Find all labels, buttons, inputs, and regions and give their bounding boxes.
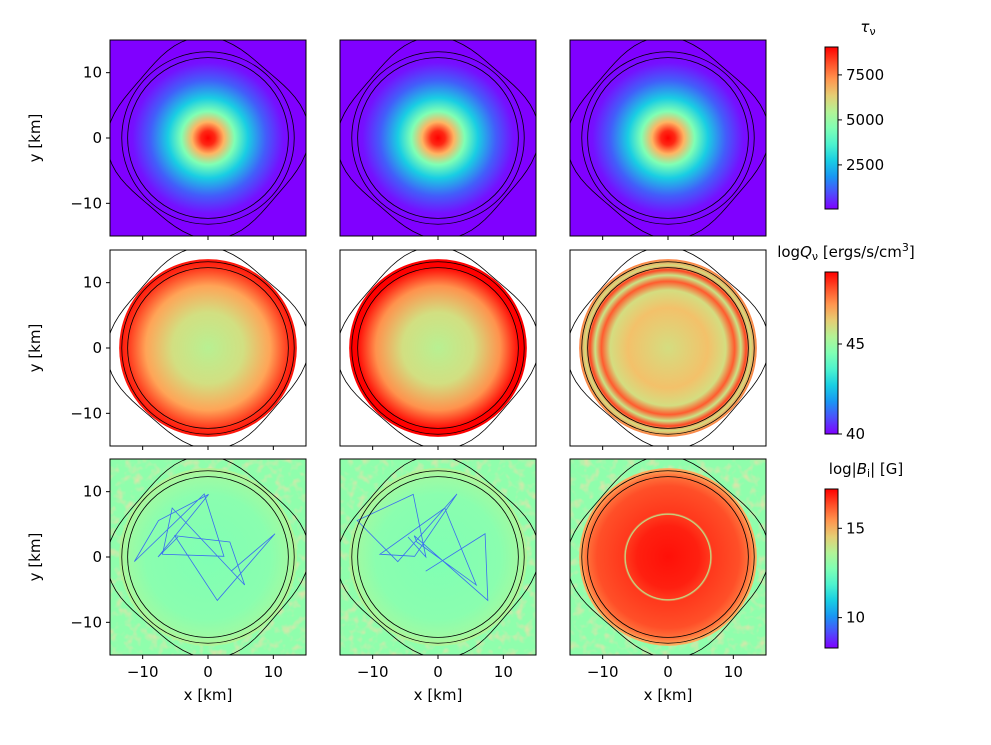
colorbar-label-italic: Q [800,243,812,261]
contour-line [121,261,295,435]
contour-line [570,40,766,236]
y-axis-label: y [km] [26,324,44,373]
contour-line [340,459,536,655]
colorbar-tick-label: 45 [846,335,865,353]
x-axis-label: x [km] [644,686,693,704]
field-filament [133,493,276,602]
contour-line [110,250,306,446]
y-axis-label: y [km] [26,114,44,163]
colorbar-3 [824,488,839,649]
y-tick-label: −10 [70,613,102,631]
y-tick-label: −10 [70,404,102,422]
x-tick-label: 0 [203,663,213,681]
contour-line [127,57,289,219]
contour-line [351,51,525,225]
contour-line [570,459,766,655]
colorbar-tick-label: 10 [846,609,865,627]
heatmap-field [340,40,536,236]
panel-r1-c3 [570,40,766,236]
contour-line [110,459,306,655]
panel-r1-c2 [340,40,536,236]
colorbar-tick-label: 15 [846,519,865,537]
colorbar-label-end: ] [909,243,915,261]
colorbar-label-rest: | [G] [870,460,903,478]
contour-line [587,267,749,429]
colorbar-label: τν [860,18,875,38]
contour-line [587,476,749,638]
colorbar-2 [824,271,839,435]
y-tick-label: 0 [92,129,102,147]
contour-line [581,261,755,435]
x-tick-label: −10 [127,663,159,681]
contour-line [127,476,289,638]
contour-line [351,470,525,644]
heatmap-field [579,259,757,437]
x-tick-label: 10 [494,663,513,681]
contour-line [570,250,766,446]
panel-r2-c1 [110,250,306,446]
contour-line [581,51,755,225]
x-axis-label: x [km] [184,686,233,704]
colorbar-label-italic: B [857,460,867,478]
x-tick-label: −10 [587,663,619,681]
heatmap-field [570,40,766,236]
panel-r2-c2 [340,250,536,446]
contour-line [110,40,306,236]
heatmap-field [579,468,757,646]
colorbar-label-main: log| [829,460,857,478]
x-axis-label: x [km] [414,686,463,704]
colorbar-label: log|Bi| [G] [829,460,903,480]
y-tick-label: 0 [92,339,102,357]
contour-line [581,470,755,644]
contour-line [340,40,536,236]
contour-line [340,250,536,446]
y-tick-label: 0 [92,548,102,566]
panel-r3-c2 [340,459,536,655]
contour-line [587,57,749,219]
y-tick-label: −10 [70,194,102,212]
y-tick-label: 10 [83,483,102,501]
contour-line [121,51,295,225]
colorbar-label-sub: i [867,467,870,480]
contour-line [351,261,525,435]
panel-r3-c1 [110,459,306,655]
x-tick-label: 10 [724,663,743,681]
y-axis-label: y [km] [26,533,44,582]
heatmap-field [119,468,297,646]
colorbar-tick-label: 2500 [846,156,884,174]
colorbar-label-sub: ν [869,25,875,38]
contour-line [357,476,519,638]
colorbar-label-sup: 3 [902,241,909,254]
colorbar-label-sub: ν [812,250,818,263]
colorbar-tick-label: 5000 [846,111,884,129]
heatmap-field [349,259,527,437]
heatmap-field [110,40,306,236]
contour-line [357,57,519,219]
panel-r1-c1 [110,40,306,236]
colorbar-tick-label: 7500 [846,66,884,84]
y-tick-label: 10 [83,64,102,82]
x-tick-label: −10 [357,663,389,681]
colorbar-1 [824,46,839,210]
panel-r3-c3 [570,459,766,655]
colorbar-label-rest: [ergs/s/cm [818,243,902,261]
x-tick-label: 0 [433,663,443,681]
contour-line [121,470,295,644]
colorbar-label-main: log [777,243,800,261]
panel-r2-c3 [570,250,766,446]
x-tick-label: 10 [264,663,283,681]
contour-line [357,267,519,429]
colorbar-tick-label: 40 [846,425,865,443]
x-tick-label: 0 [663,663,673,681]
colorbar-label: logQν [ergs/s/cm3] [777,241,915,263]
heatmap-field [119,259,297,437]
y-tick-label: 10 [83,274,102,292]
field-filament [356,493,489,602]
contour-line [127,267,289,429]
colorbar-label-main: τ [860,18,870,36]
